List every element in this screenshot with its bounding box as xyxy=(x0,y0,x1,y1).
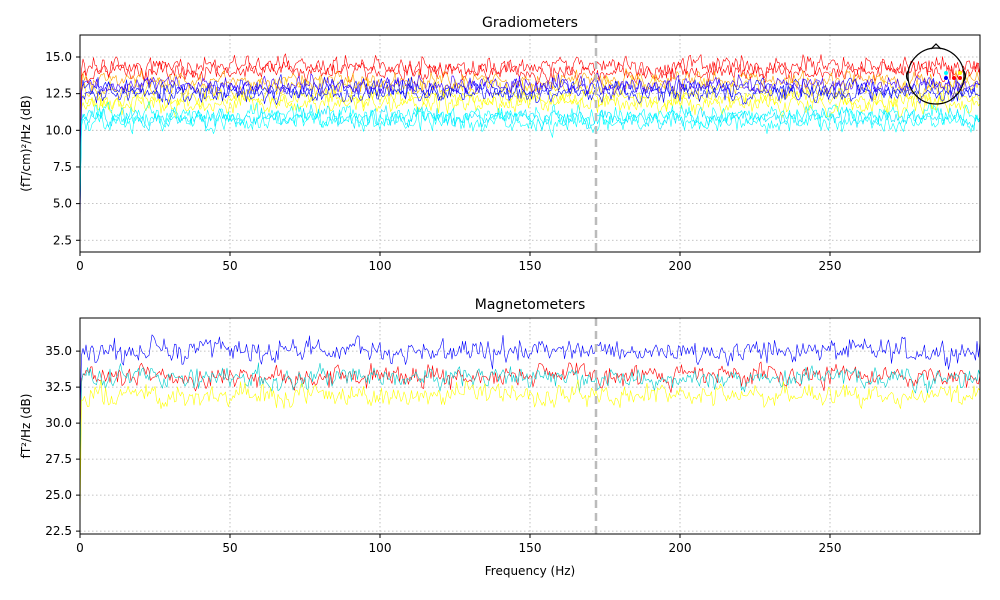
magnetometers-trace-0 xyxy=(80,334,980,424)
gradiometers-trace-2 xyxy=(80,68,980,168)
sensor-dot-3 xyxy=(958,71,962,75)
gradiometers-ytick-label-0: 2.5 xyxy=(53,233,72,247)
magnetometers-ylabel: fT²/Hz (dB) xyxy=(19,394,33,459)
gradiometers-title: Gradiometers xyxy=(482,15,578,31)
gradiometers-xtick-label-4: 200 xyxy=(669,259,692,273)
gradiometers-panel: Gradiometers (fT/cm)²/Hz (dB) 0 50 100 150 2… xyxy=(19,15,981,273)
magnetometers-xtick-label-4: 200 xyxy=(669,541,692,555)
gradiometers-ytick-label-3: 10.0 xyxy=(45,123,72,137)
gradiometers-xtick-label-0: 0 xyxy=(76,259,84,273)
gradiometers-ytick-label-1: 5.0 xyxy=(53,197,72,211)
magnetometers-ytick-label-3: 30.0 xyxy=(45,416,72,430)
magnetometers-ytick-label-0: 22.5 xyxy=(45,524,72,538)
magnetometers-ytick-label-4: 32.5 xyxy=(45,380,72,394)
magnetometers-xtick-label-1: 50 xyxy=(222,541,237,555)
gradiometers-ytick-label-5: 15.0 xyxy=(45,50,72,64)
gradiometers-trace-10 xyxy=(80,108,980,211)
sensor-dot-1 xyxy=(944,76,948,80)
gradiometers-trace-5 xyxy=(80,85,980,182)
magnetometers-title: Magnetometers xyxy=(475,297,586,313)
gradiometers-traces xyxy=(80,53,980,233)
magnetometers-trace-1 xyxy=(80,361,980,452)
gradiometers-ytick-label-4: 12.5 xyxy=(45,87,72,101)
magnetometers-ytick-label-5: 35.0 xyxy=(45,344,72,358)
magnetometers-panel: Magnetometers fT²/Hz (dB) Frequency (Hz)… xyxy=(19,297,981,578)
frequency-xlabel: Frequency (Hz) xyxy=(485,564,576,578)
sensor-dot-4 xyxy=(958,76,962,80)
magnetometers-trace-2 xyxy=(80,362,980,496)
gradiometers-xtick-label-2: 100 xyxy=(369,259,392,273)
sensor-layout-inset xyxy=(905,43,967,105)
gradiometers-trace-11 xyxy=(80,104,980,204)
magnetometers-xtick-label-3: 150 xyxy=(519,541,542,555)
gradiometers-trace-4 xyxy=(80,88,980,190)
magnetometers-ytick-label-1: 25.0 xyxy=(45,488,72,502)
gradiometers-xtick-label-5: 250 xyxy=(819,259,842,273)
gradiometers-ytick-label-2: 7.5 xyxy=(53,160,72,174)
magnetometers-xtick-label-0: 0 xyxy=(76,541,84,555)
magnetometers-xtick-label-5: 250 xyxy=(819,541,842,555)
gradiometers-trace-0 xyxy=(80,53,980,153)
magnetometers-xtick-label-2: 100 xyxy=(369,541,392,555)
gradiometers-xtick-label-3: 150 xyxy=(519,259,542,273)
sensor-dot-2 xyxy=(952,76,956,80)
magnetometers-traces xyxy=(80,334,980,524)
gradiometers-ylabel: (fT/cm)²/Hz (dB) xyxy=(19,95,33,191)
magnetometers-ytick-label-2: 27.5 xyxy=(45,452,72,466)
magnetometers-trace-3 xyxy=(80,379,980,524)
gradiometers-xtick-label-1: 50 xyxy=(222,259,237,273)
sensor-dot-0 xyxy=(944,71,948,75)
gradiometers-trace-8 xyxy=(80,73,980,204)
